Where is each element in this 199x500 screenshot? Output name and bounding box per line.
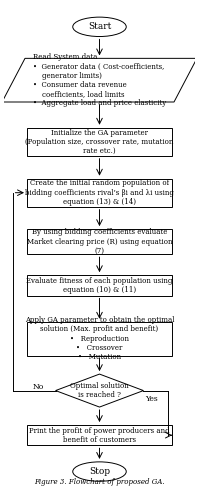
Text: Stop: Stop: [89, 467, 110, 476]
Text: Start: Start: [88, 22, 111, 32]
Bar: [27, 425, 172, 446]
Text: No: No: [33, 383, 44, 391]
Text: Read System data
•  Generator data ( Cost-coefficients,
    generator limits)
• : Read System data • Generator data ( Cost…: [33, 53, 166, 107]
Text: Evaluate fitness of each population using
equation (10) & (11): Evaluate fitness of each population usin…: [26, 276, 173, 294]
Text: Figure 3. Flowchart of proposed GA.: Figure 3. Flowchart of proposed GA.: [34, 478, 165, 486]
Bar: [27, 275, 172, 295]
Text: Create the initial random population of
bidding coefficients rival’s βi and λi u: Create the initial random population of …: [25, 180, 174, 206]
Text: Initialize the GA parameter
(Population size, crossover rate, mutation
rate etc.: Initialize the GA parameter (Population …: [25, 128, 174, 155]
Text: Apply GA parameter to obtain the optimal
solution (Max. profit and benefit)
•   : Apply GA parameter to obtain the optimal…: [25, 316, 174, 361]
Text: By using bidding coefficients evaluate
Market clearing price (R) using equation
: By using bidding coefficients evaluate M…: [27, 228, 172, 255]
Bar: [27, 128, 172, 156]
Text: Optimal solution
is reached ?: Optimal solution is reached ?: [70, 382, 129, 399]
Text: Print the profit of power producers and
benefit of customers: Print the profit of power producers and …: [29, 426, 170, 444]
Bar: [27, 178, 172, 207]
Bar: [27, 322, 172, 356]
Bar: [27, 229, 172, 254]
Text: Yes: Yes: [145, 395, 157, 403]
